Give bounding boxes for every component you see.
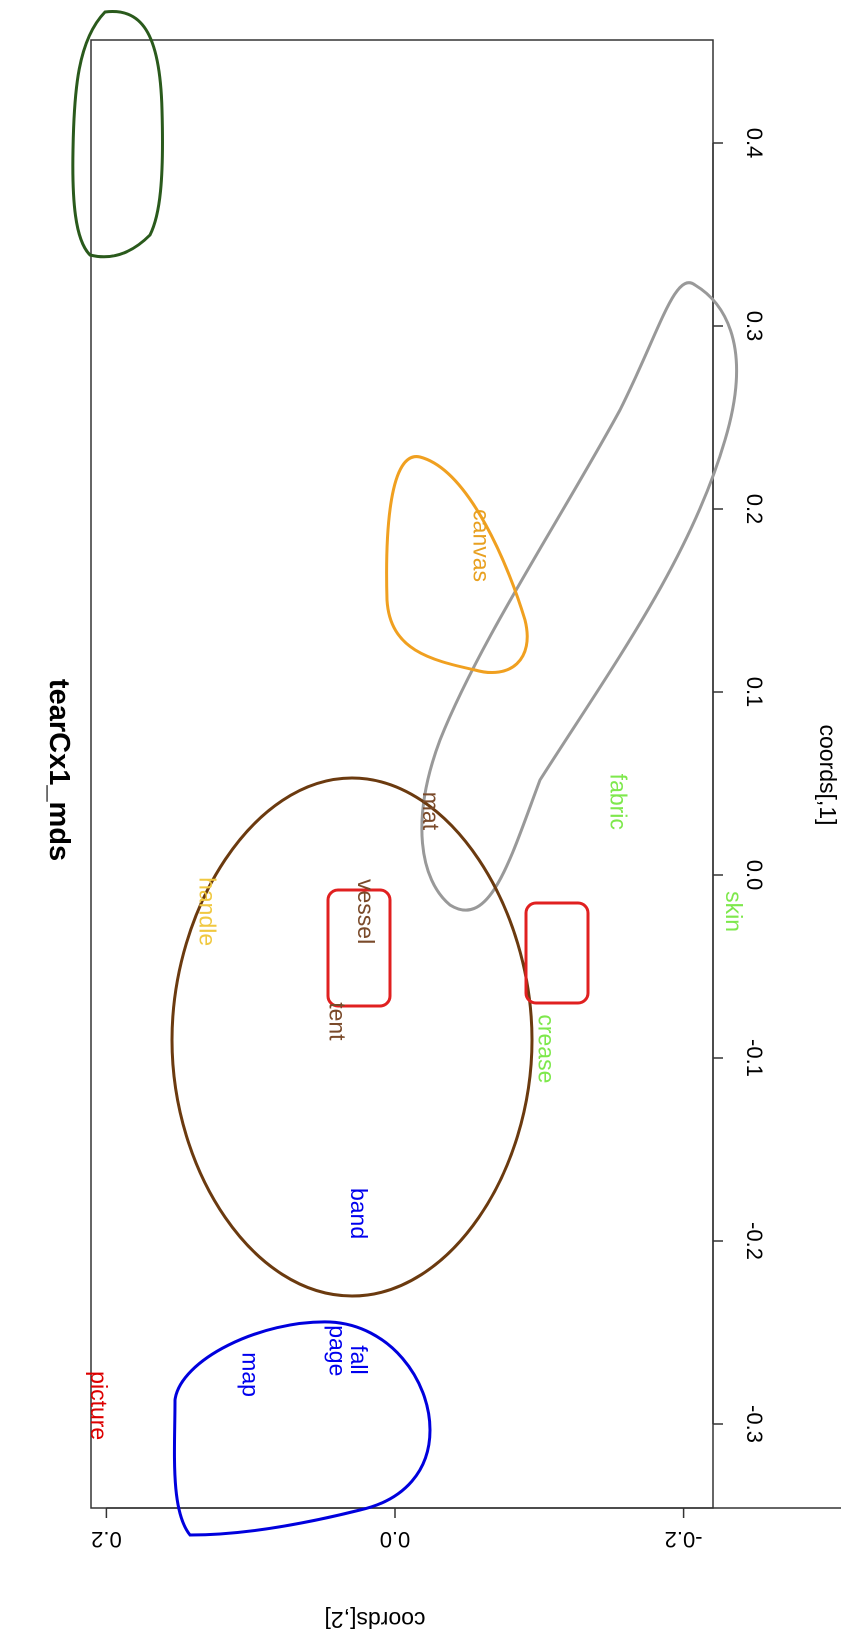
- x-tick-label: 0.4: [742, 128, 767, 159]
- cluster-outline-gray: [420, 281, 739, 912]
- y-tick-label: 0.2: [91, 1527, 122, 1552]
- cluster-outline-skin: [524, 901, 590, 1005]
- x-tick-label: -0.3: [742, 1405, 767, 1443]
- point-label-canvas: canvas: [469, 509, 495, 582]
- point-label-mat: mat: [418, 792, 444, 831]
- cluster-outlines: [71, 10, 739, 1537]
- point-label-fall: fall: [346, 1345, 372, 1374]
- cluster-outline-brown: [170, 776, 534, 1298]
- point-label-map: map: [238, 1352, 264, 1397]
- cluster-outline-orange: [385, 455, 529, 675]
- y-axis: 0.20.0-0.2-0.4: [91, 1507, 841, 1552]
- point-label-tent: tent: [324, 1002, 350, 1041]
- cluster-outline-green: [71, 10, 164, 259]
- x-tick-label: -0.1: [742, 1039, 767, 1077]
- x-tick-label: 0.0: [742, 860, 767, 891]
- cluster-outline-vessel: [326, 888, 392, 1008]
- cluster-outline-blue: [172, 1320, 432, 1537]
- x-axis: -0.3 -0.2 -0.1 0.0 0.1 0.2 0.3 0.4: [712, 128, 767, 1443]
- x-tick-label: 0.3: [742, 311, 767, 342]
- point-label-handle: handle: [194, 877, 220, 946]
- point-label-band: band: [346, 1188, 372, 1239]
- y-tick-label: -0.2: [665, 1527, 703, 1552]
- point-label-crease: crease: [534, 1014, 560, 1083]
- x-tick-label: -0.2: [742, 1222, 767, 1260]
- point-label-picture: picture: [86, 1371, 112, 1440]
- x-axis-label: coords[,1]: [815, 725, 841, 826]
- y-axis-label: coords[,2]: [325, 1607, 426, 1633]
- chart-title: tearCx1_mds: [43, 679, 75, 861]
- point-label-vessel: vessel: [353, 879, 379, 944]
- point-label-page: page: [324, 1325, 350, 1376]
- y-tick-label: 0.0: [380, 1527, 411, 1552]
- point-label-skin: skin: [721, 891, 747, 932]
- point-label-fabric: fabric: [606, 774, 632, 830]
- x-tick-label: 0.1: [742, 677, 767, 708]
- x-tick-label: 0.2: [742, 494, 767, 525]
- point-labels: towelbagvelvetcottoncanvasfabricmatvesse…: [86, 509, 747, 1440]
